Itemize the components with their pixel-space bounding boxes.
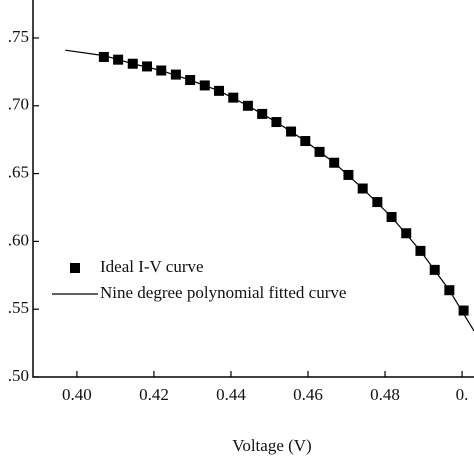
- data-point: [458, 305, 469, 316]
- y-tick-label: .70: [8, 95, 29, 114]
- x-tick-label: 0.42: [139, 385, 169, 404]
- fitted-line: [65, 49, 474, 332]
- data-point: [142, 61, 153, 72]
- x-tick-label: 0.44: [216, 385, 246, 404]
- data-point: [98, 51, 109, 62]
- x-tick-label: 0.48: [370, 385, 400, 404]
- legend-marker: [70, 263, 80, 273]
- legend-label: Nine degree polynomial fitted curve: [100, 283, 346, 302]
- y-tick-label: .55: [8, 298, 29, 317]
- data-point: [170, 69, 181, 80]
- x-axis-label: Voltage (V): [232, 436, 311, 455]
- x-tick-label: 0.46: [293, 385, 323, 404]
- y-tick-label: .75: [8, 27, 29, 46]
- legend-label: Ideal I-V curve: [100, 257, 204, 276]
- x-tick-label: 0.: [456, 385, 469, 404]
- y-tick-label: .60: [8, 230, 29, 249]
- plot-frame: [32, 0, 474, 378]
- y-tick-label: .50: [8, 366, 29, 385]
- x-tick-label: 0.40: [62, 385, 92, 404]
- data-point: [372, 197, 383, 208]
- y-tick-label: .65: [8, 162, 29, 181]
